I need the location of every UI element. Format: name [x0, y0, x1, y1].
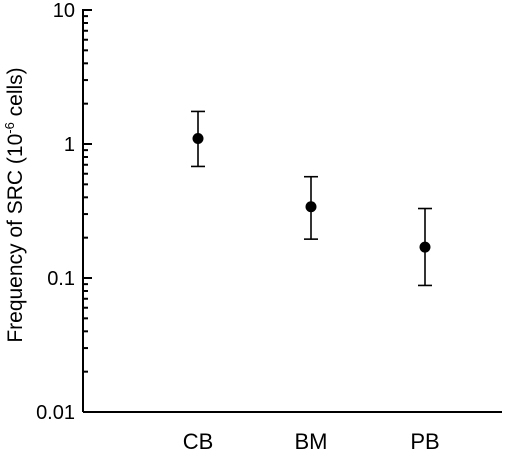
- svg-text:Frequency of SRC (10-6 cells): Frequency of SRC (10-6 cells): [2, 67, 27, 342]
- x-tick-label-bm: BM: [295, 429, 328, 454]
- y-tick-label: 1: [64, 134, 75, 156]
- data-point-bm: [305, 201, 317, 213]
- y-axis-title: Frequency of SRC (10-6 cells): [2, 67, 27, 342]
- x-tick-label-cb: CB: [183, 429, 214, 454]
- x-tick-label-pb: PB: [410, 429, 439, 454]
- axes: [82, 9, 502, 413]
- data-marks: [191, 110, 432, 287]
- y-axis-title-exponent: -6: [2, 122, 17, 134]
- y-axis-title-suffix: cells): [4, 67, 27, 122]
- y-tick-label: 10: [53, 0, 75, 22]
- y-axis-ticks: 10 1 0.1 0.01: [36, 0, 92, 424]
- data-point-pb: [419, 241, 431, 253]
- data-point-cb: [192, 132, 204, 144]
- y-tick-label: 0.01: [36, 402, 75, 424]
- y-axis-title-prefix: Frequency of SRC (10: [4, 134, 27, 343]
- x-axis-labels: CB BM PB: [183, 429, 440, 454]
- y-tick-label: 0.1: [47, 268, 75, 290]
